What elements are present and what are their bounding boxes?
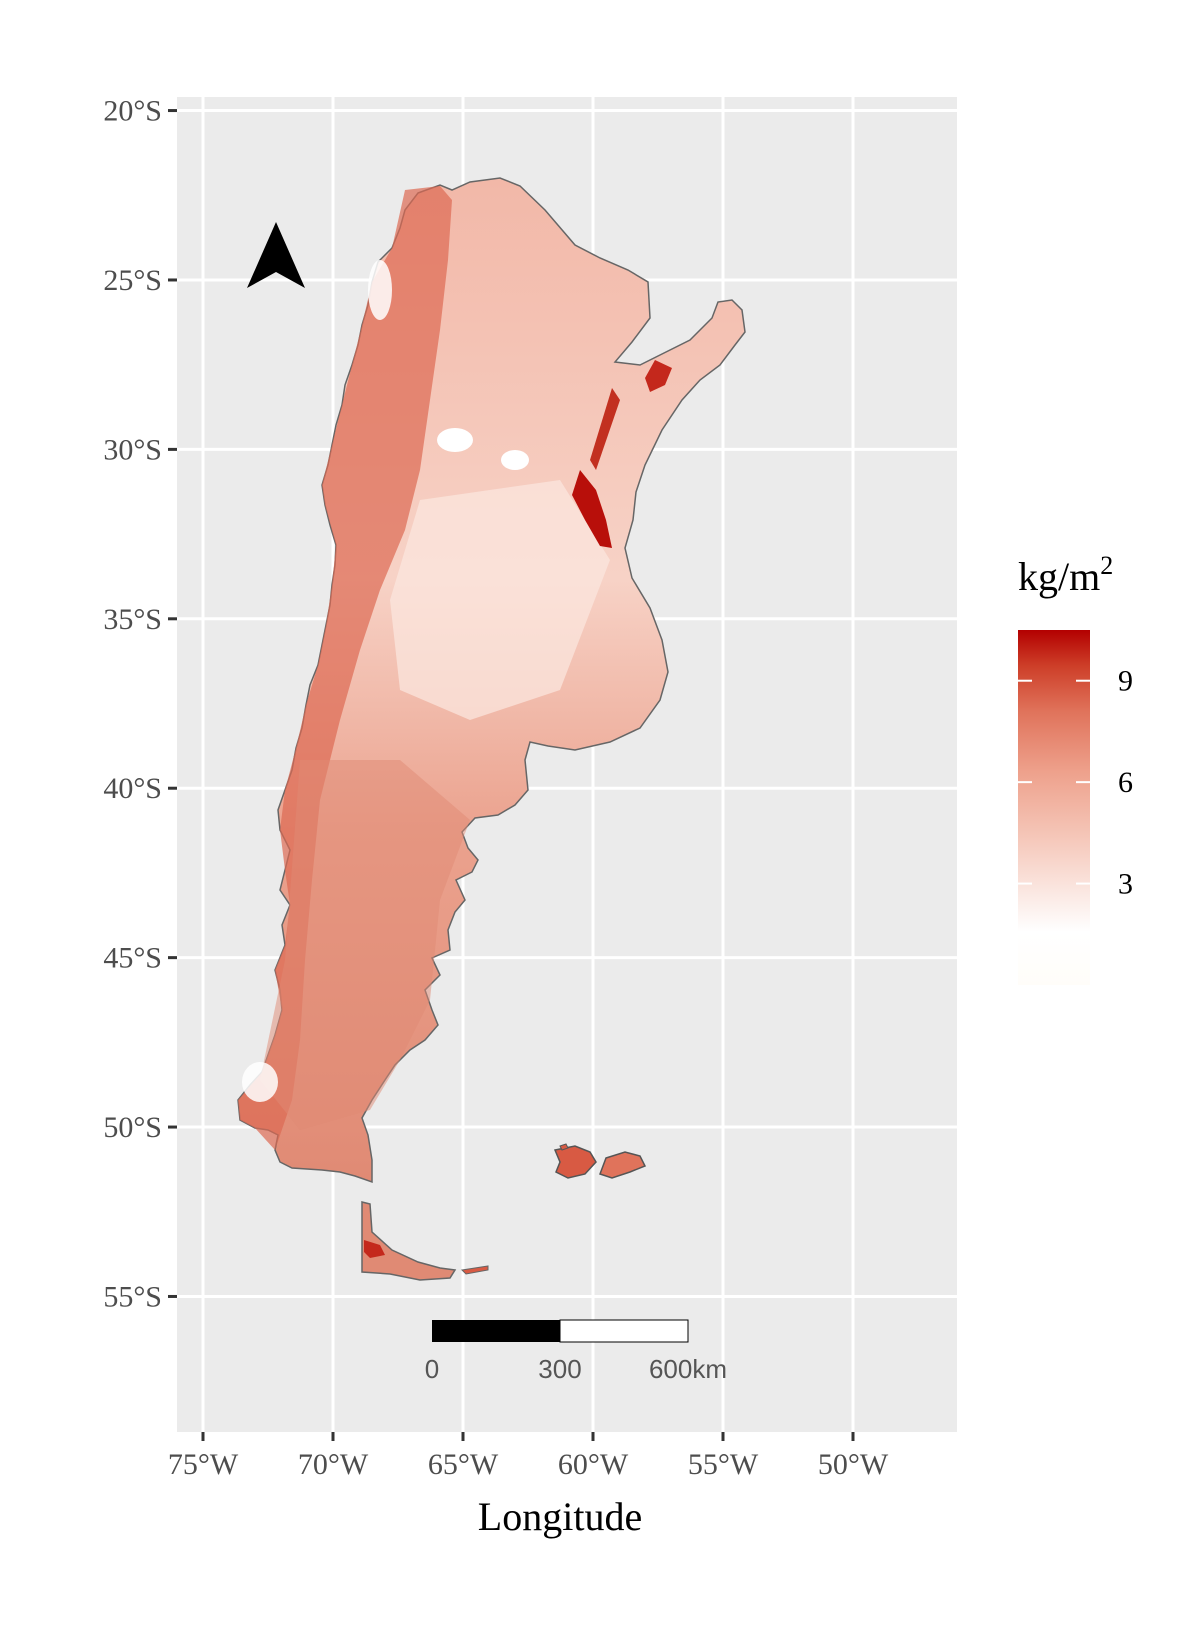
y-axis: 20°S 25°S 30°S 35°S 40°S 45°S 50°S 55°S <box>103 95 177 1313</box>
x-tick-label: 60°W <box>558 1448 629 1481</box>
x-tick-label: 70°W <box>298 1448 369 1481</box>
legend-title-superscript: 2 <box>1100 551 1113 580</box>
tierra-del-fuego <box>361 1201 457 1281</box>
x-tick-label: 65°W <box>428 1448 499 1481</box>
central-pale-region <box>390 480 610 720</box>
scale-bar-white-segment <box>559 1319 689 1343</box>
y-tick-label: 45°S <box>103 942 162 975</box>
legend-title: kg/m2 <box>1018 551 1113 599</box>
scale-label-600km: 600km <box>649 1354 727 1384</box>
legend-colorbar <box>1018 630 1090 985</box>
salt-flat-4 <box>242 1062 278 1102</box>
tierra-del-fuego-red <box>364 1240 385 1258</box>
scale-label-0: 0 <box>425 1354 439 1384</box>
x-tick-label: 55°W <box>688 1448 759 1481</box>
patagonia-region <box>260 760 470 1130</box>
y-tick-label: 55°S <box>103 1280 162 1313</box>
legend-ticks: 9 6 3 <box>1018 665 1133 901</box>
y-tick-label: 50°S <box>103 1111 162 1144</box>
isla-de-los-estados <box>460 1265 489 1275</box>
river-streak <box>590 388 620 470</box>
land-layer <box>237 177 746 1281</box>
falklands-east <box>599 1151 647 1179</box>
y-tick-label: 30°S <box>103 433 162 466</box>
legend-label: 6 <box>1118 766 1133 799</box>
x-tick-label: 50°W <box>818 1448 889 1481</box>
scale-bar: 0 300 600km <box>425 1319 727 1384</box>
y-tick-label: 25°S <box>103 264 162 297</box>
y-tick-label: 40°S <box>103 772 162 805</box>
ibera-wetland <box>645 360 672 392</box>
legend-label: 3 <box>1118 868 1133 901</box>
x-tick-label: 75°W <box>168 1448 239 1481</box>
y-tick-label: 20°S <box>103 95 162 128</box>
salt-flat-3 <box>368 260 392 320</box>
scale-bar-black-segment <box>432 1320 560 1342</box>
legend-label: 9 <box>1118 665 1133 698</box>
x-axis: 75°W 70°W 65°W 60°W 55°W 50°W <box>168 1432 889 1481</box>
x-axis-title: Longitude <box>478 1494 642 1539</box>
falklands-islet <box>559 1143 569 1151</box>
north-arrow-icon <box>247 222 305 288</box>
scale-label-300: 300 <box>538 1354 581 1384</box>
falklands-west <box>553 1145 597 1179</box>
salt-flat-1 <box>437 428 473 452</box>
parana-wetland <box>572 470 612 548</box>
y-tick-label: 35°S <box>103 603 162 636</box>
legend: kg/m2 9 6 3 <box>1018 551 1133 985</box>
salt-flat-2 <box>501 450 529 470</box>
